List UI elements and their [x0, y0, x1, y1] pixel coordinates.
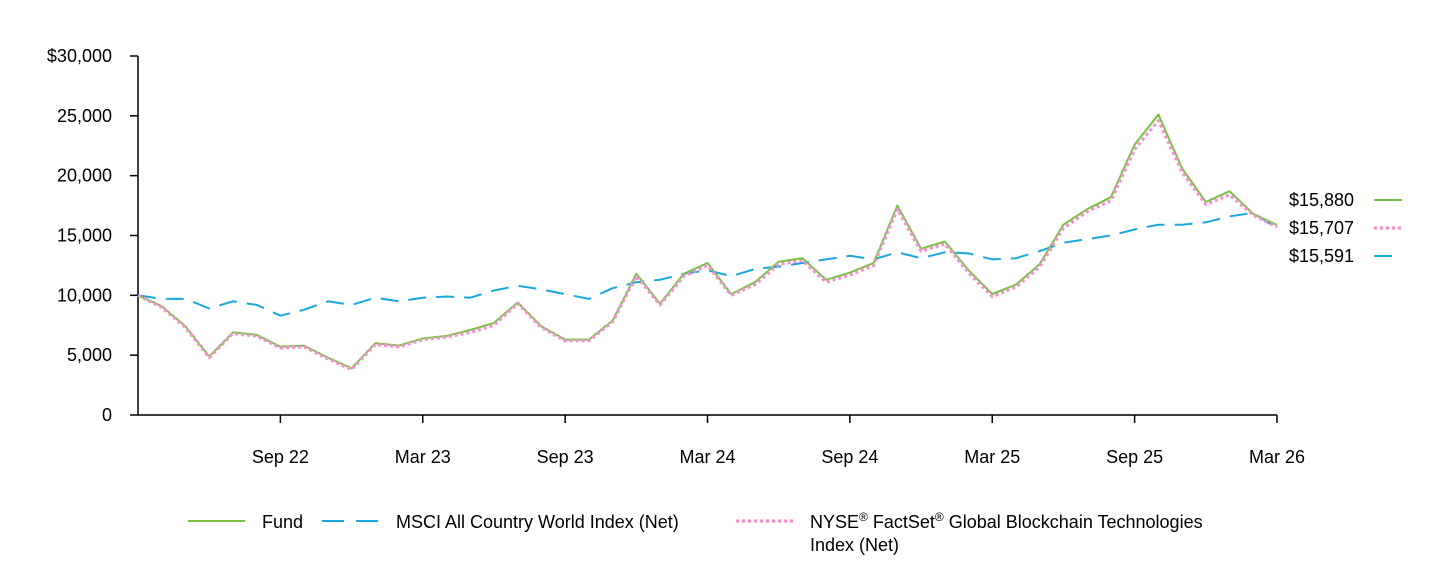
x-tick-label: Mar 26 — [1249, 447, 1305, 467]
x-tick-label: Sep 23 — [537, 447, 594, 467]
x-tick-label: Sep 24 — [821, 447, 878, 467]
y-axis: 0 5,000 10,000 15,000 20,000 25,000 $30,000 — [47, 46, 139, 425]
legend-label-nyse-blockchain: NYSE® FactSet® Global Blockchain Technol… — [810, 510, 1203, 532]
x-tick-label: Mar 24 — [679, 447, 735, 467]
end-label-fund: $15,880 — [1289, 190, 1402, 210]
y-tick-label: $30,000 — [47, 46, 112, 66]
legend-item-nyse-blockchain: NYSE® FactSet® Global Blockchain Technol… — [736, 510, 1203, 555]
legend-item-msci: MSCI All Country World Index (Net) — [322, 512, 679, 532]
legend-label-msci: MSCI All Country World Index (Net) — [396, 512, 679, 532]
y-tick-label: 0 — [102, 405, 112, 425]
x-tick-label: Mar 23 — [395, 447, 451, 467]
series-lines — [137, 113, 1278, 372]
end-label-msci-all-country-world-index-net: $15,591 — [1289, 246, 1402, 266]
legend-label-part: NYSE — [810, 512, 859, 532]
y-tick-label: 20,000 — [57, 166, 112, 186]
end-value-label: $15,591 — [1289, 246, 1354, 266]
end-value-label: $15,880 — [1289, 190, 1354, 210]
x-tick-label: Sep 25 — [1106, 447, 1163, 467]
legend-item-fund: Fund — [188, 512, 303, 532]
legend-label-fund: Fund — [262, 512, 303, 532]
series-line-fund — [137, 113, 1278, 370]
series-line-msci-all-country-world-index-net — [137, 211, 1278, 317]
x-axis: Sep 22 Mar 23 Sep 23 Mar 24 Sep 24 Mar 25 Sep … — [138, 414, 1305, 467]
end-value-labels: $15,880 $15,707 $15,591 — [1289, 190, 1402, 266]
y-tick-label: 5,000 — [67, 345, 112, 365]
y-tick-label: 10,000 — [57, 285, 112, 305]
x-tick-label: Mar 25 — [964, 447, 1020, 467]
y-tick-label: 25,000 — [57, 106, 112, 126]
end-value-label: $15,707 — [1289, 218, 1354, 238]
registered-mark: ® — [935, 510, 944, 524]
series-line-nyse-factset-global-blockchain-technologies-index-net — [137, 118, 1278, 372]
x-tick-label: Sep 22 — [252, 447, 309, 467]
legend: Fund MSCI All Country World Index (Net) … — [188, 510, 1203, 555]
end-label-nyse-factset-global-blockchain-technologies-index-net: $15,707 — [1289, 218, 1402, 238]
legend-label-part: Global Blockchain Technologies — [944, 512, 1203, 532]
legend-label-part: FactSet — [868, 512, 935, 532]
legend-label-nyse-blockchain-line2: Index (Net) — [810, 535, 899, 555]
y-tick-label: 15,000 — [57, 226, 112, 246]
registered-mark: ® — [859, 510, 868, 524]
